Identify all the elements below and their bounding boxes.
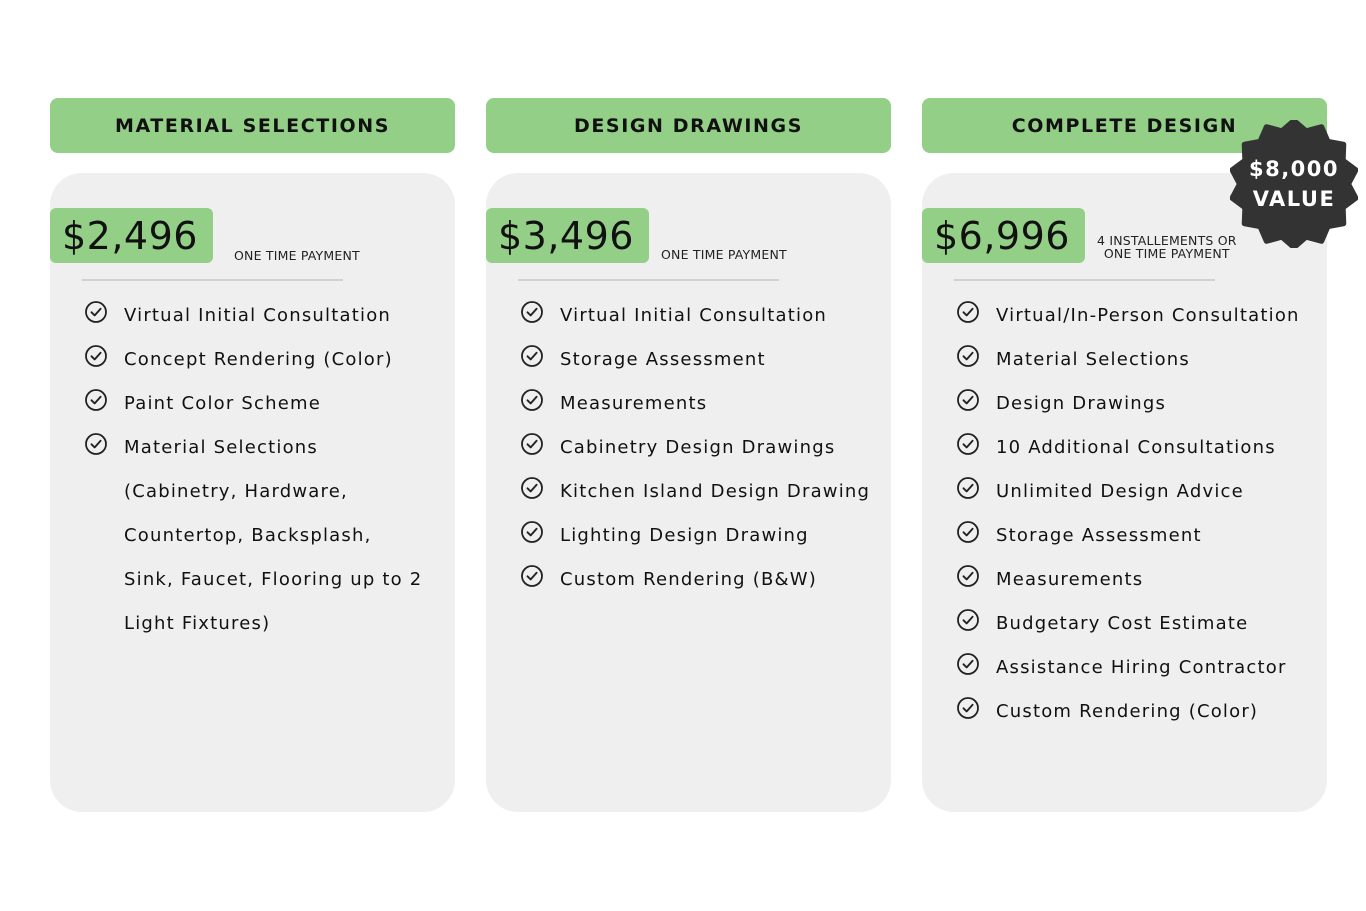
feature-label: Measurements xyxy=(560,393,708,414)
list-item: Kitchen Island Design Drawing xyxy=(520,470,885,514)
list-item: Measurements xyxy=(956,558,1321,602)
payment-note-line: ONE TIME PAYMENT xyxy=(1103,246,1230,261)
feature-label: 10 Additional Consultations xyxy=(996,437,1276,458)
value-badge: $8,000 VALUE xyxy=(1230,120,1358,248)
divider xyxy=(518,279,779,281)
feature-label: Storage Assessment xyxy=(996,525,1202,546)
list-item: Cabinetry Design Drawings xyxy=(520,426,885,470)
feature-label: Material Selections xyxy=(996,349,1190,370)
list-item: Concept Rendering (Color) xyxy=(84,338,449,382)
list-item: Budgetary Cost Estimate xyxy=(956,602,1321,646)
list-item: Virtual Initial Consultation xyxy=(84,294,449,338)
check-circle-icon xyxy=(957,477,979,499)
check-circle-icon xyxy=(521,433,543,455)
price-tag: $3,496 xyxy=(486,208,649,263)
feature-label: Custom Rendering (B&W) xyxy=(560,569,817,590)
check-circle-icon xyxy=(957,389,979,411)
check-circle-icon xyxy=(957,301,979,323)
price-tag: $6,996 xyxy=(922,208,1085,263)
check-circle-icon xyxy=(957,697,979,719)
check-circle-icon xyxy=(957,433,979,455)
list-item: Storage Assessment xyxy=(956,514,1321,558)
plan-design-drawings: DESIGN DRAWINGS $3,496 ONE TIME PAYMENT … xyxy=(486,98,891,812)
feature-label: Lighting Design Drawing xyxy=(560,525,809,546)
list-item: Measurements xyxy=(520,382,885,426)
list-item: Custom Rendering (B&W) xyxy=(520,558,885,602)
check-circle-icon xyxy=(957,609,979,631)
check-circle-icon xyxy=(521,565,543,587)
feature-list: Virtual Initial Consultation Concept Ren… xyxy=(84,294,449,646)
feature-label: Virtual Initial Consultation xyxy=(560,305,828,326)
feature-label: Kitchen Island Design Drawing xyxy=(560,481,871,502)
check-circle-icon xyxy=(957,653,979,675)
check-circle-icon xyxy=(957,565,979,587)
feature-label: Concept Rendering (Color) xyxy=(124,349,393,370)
feature-label: Measurements xyxy=(996,569,1144,590)
list-item: Assistance Hiring Contractor xyxy=(956,646,1321,690)
plan-card: $6,996 4 INSTALLEMENTS OR ONE TIME PAYME… xyxy=(922,173,1327,812)
plan-card: $2,496 ONE TIME PAYMENT Virtual Initial … xyxy=(50,173,455,812)
badge-text: $8,000 VALUE xyxy=(1230,120,1358,248)
price-tag: $2,496 xyxy=(50,208,213,263)
list-item: Storage Assessment xyxy=(520,338,885,382)
list-item: Lighting Design Drawing xyxy=(520,514,885,558)
list-item: Material Selections (Cabinetry, Hardware… xyxy=(84,426,449,646)
check-circle-icon xyxy=(85,345,107,367)
feature-label: Paint Color Scheme xyxy=(124,393,321,414)
feature-label: Virtual/In-Person Consultation xyxy=(996,305,1300,326)
plan-title: DESIGN DRAWINGS xyxy=(486,98,891,153)
list-item: Custom Rendering (Color) xyxy=(956,690,1321,734)
feature-label: Design Drawings xyxy=(996,393,1167,414)
feature-label: Storage Assessment xyxy=(560,349,766,370)
list-item: Virtual Initial Consultation xyxy=(520,294,885,338)
check-circle-icon xyxy=(521,345,543,367)
check-circle-icon xyxy=(957,345,979,367)
check-circle-icon xyxy=(85,301,107,323)
badge-amount: $8,000 xyxy=(1248,157,1340,181)
check-circle-icon xyxy=(957,521,979,543)
list-item: Design Drawings xyxy=(956,382,1321,426)
list-item: Virtual/In-Person Consultation xyxy=(956,294,1321,338)
payment-note-line: 4 INSTALLEMENTS OR xyxy=(1097,233,1237,248)
list-item: Material Selections xyxy=(956,338,1321,382)
check-circle-icon xyxy=(521,301,543,323)
plan-title: MATERIAL SELECTIONS xyxy=(50,98,455,153)
feature-list: Virtual Initial Consultation Storage Ass… xyxy=(520,294,885,602)
plan-title: COMPLETE DESIGN xyxy=(922,98,1327,153)
divider xyxy=(954,279,1215,281)
feature-label: Cabinetry Design Drawings xyxy=(560,437,836,458)
payment-note: ONE TIME PAYMENT xyxy=(234,248,360,263)
list-item: 10 Additional Consultations xyxy=(956,426,1321,470)
feature-list: Virtual/In-Person Consultation Material … xyxy=(956,294,1321,734)
check-circle-icon xyxy=(85,389,107,411)
divider xyxy=(82,279,343,281)
feature-label: Material Selections (Cabinetry, Hardware… xyxy=(124,437,423,634)
plan-complete-design: COMPLETE DESIGN $6,996 4 INSTALLEMENTS O… xyxy=(922,98,1327,812)
badge-label: VALUE xyxy=(1252,187,1336,211)
check-circle-icon xyxy=(521,389,543,411)
feature-label: Unlimited Design Advice xyxy=(996,481,1244,502)
feature-label: Budgetary Cost Estimate xyxy=(996,613,1249,634)
plan-material-selections: MATERIAL SELECTIONS $2,496 ONE TIME PAYM… xyxy=(50,98,455,812)
feature-label: Custom Rendering (Color) xyxy=(996,701,1259,722)
seal-badge-shape xyxy=(1230,120,1358,248)
feature-label: Assistance Hiring Contractor xyxy=(996,657,1287,678)
payment-note: ONE TIME PAYMENT xyxy=(661,247,787,262)
check-circle-icon xyxy=(521,521,543,543)
list-item: Unlimited Design Advice xyxy=(956,470,1321,514)
plan-card: $3,496 ONE TIME PAYMENT Virtual Initial … xyxy=(486,173,891,812)
check-circle-icon xyxy=(85,433,107,455)
list-item: Paint Color Scheme xyxy=(84,382,449,426)
feature-label: Virtual Initial Consultation xyxy=(124,305,392,326)
payment-note: 4 INSTALLEMENTS OR ONE TIME PAYMENT xyxy=(1097,234,1237,260)
check-circle-icon xyxy=(521,477,543,499)
